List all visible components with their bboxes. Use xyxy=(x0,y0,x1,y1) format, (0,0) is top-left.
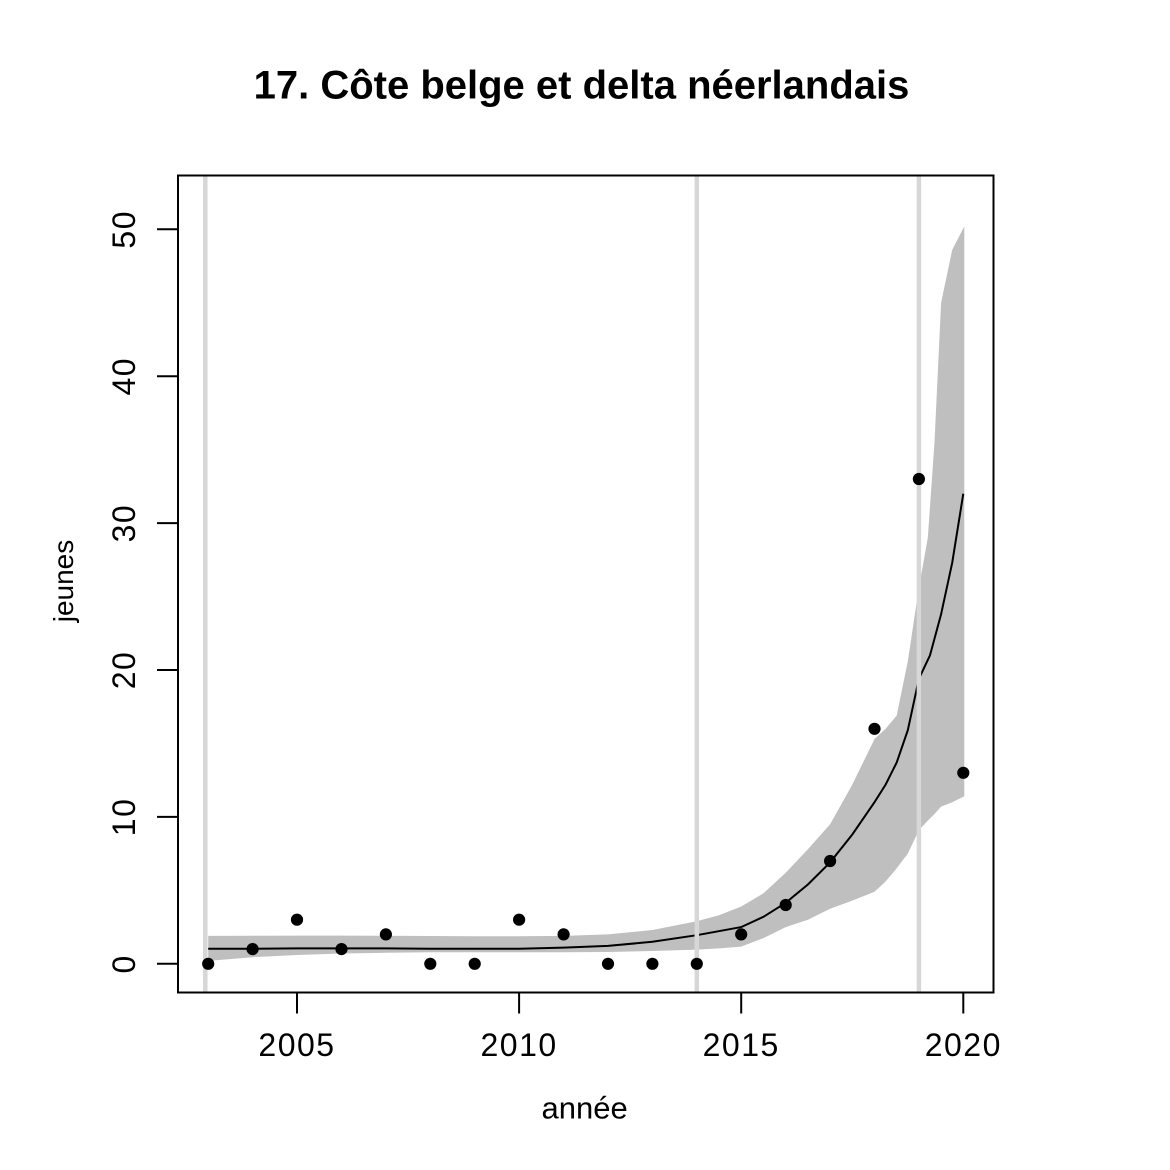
svg-text:2005: 2005 xyxy=(258,1027,335,1063)
svg-text:année: année xyxy=(541,1091,627,1126)
svg-text:17. Côte belge et delta néerla: 17. Côte belge et delta néerlandais xyxy=(254,64,910,108)
svg-text:20: 20 xyxy=(106,651,142,690)
svg-text:jeunes: jeunes xyxy=(48,540,79,624)
svg-text:50: 50 xyxy=(106,210,142,249)
svg-text:2020: 2020 xyxy=(925,1027,1002,1063)
svg-text:2010: 2010 xyxy=(481,1027,558,1063)
svg-text:10: 10 xyxy=(106,798,142,837)
svg-text:40: 40 xyxy=(106,357,142,396)
svg-text:30: 30 xyxy=(106,504,142,543)
svg-text:0: 0 xyxy=(106,954,142,973)
svg-text:2015: 2015 xyxy=(703,1027,780,1063)
